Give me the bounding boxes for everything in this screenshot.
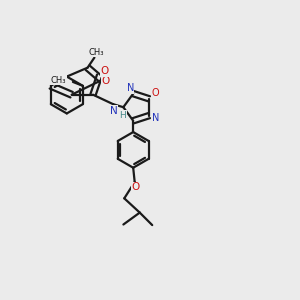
Text: CH₃: CH₃ bbox=[88, 48, 104, 57]
Text: H: H bbox=[119, 111, 126, 120]
Text: N: N bbox=[152, 113, 159, 123]
Text: N: N bbox=[110, 106, 118, 116]
Text: N: N bbox=[127, 83, 134, 93]
Text: CH₃: CH₃ bbox=[51, 76, 66, 85]
Text: O: O bbox=[101, 66, 109, 76]
Text: O: O bbox=[152, 88, 160, 98]
Text: O: O bbox=[101, 76, 110, 86]
Text: O: O bbox=[131, 182, 140, 192]
